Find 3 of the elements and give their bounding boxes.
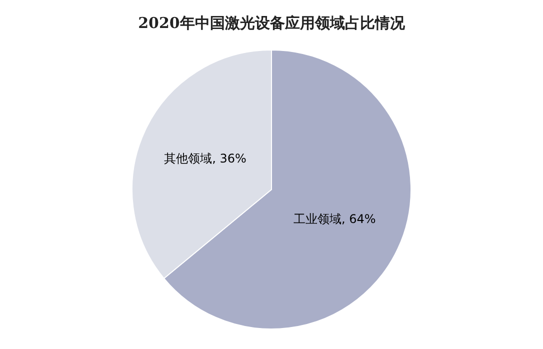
slice-label: 其他领域, 36% (164, 151, 246, 166)
chart-title: 2020年中国激光设备应用领域占比情况 (138, 14, 406, 32)
slice-label: 工业领域, 64% (293, 212, 376, 226)
